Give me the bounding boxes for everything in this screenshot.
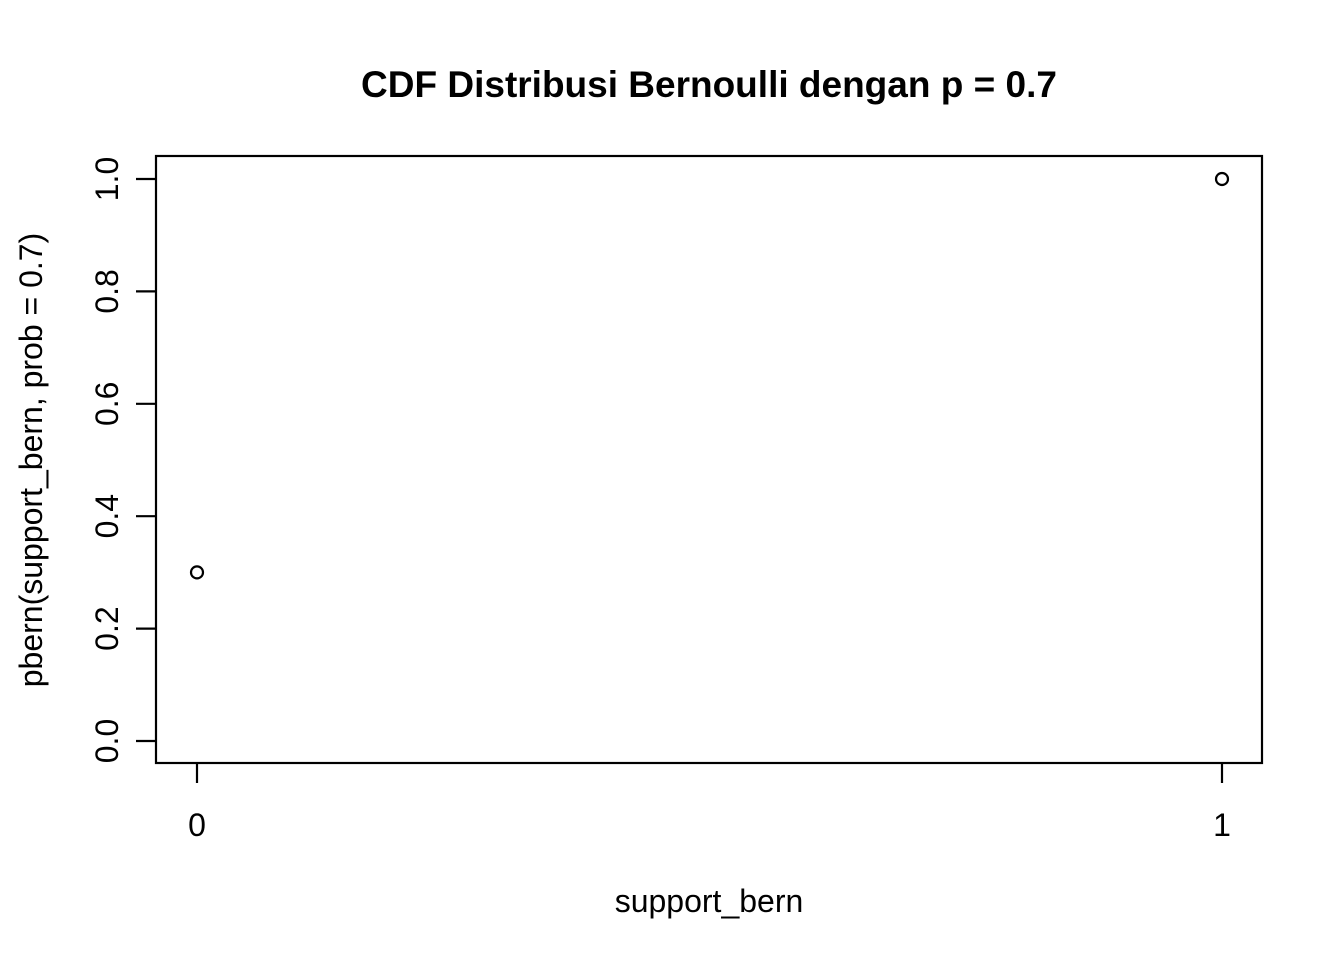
data-point-circle xyxy=(189,565,205,580)
x-tick-label: 1 xyxy=(1213,807,1231,843)
data-points xyxy=(189,171,1230,580)
y-tick-label: 0.0 xyxy=(89,719,125,763)
y-tick-label: 0.2 xyxy=(89,606,125,650)
data-point-circle xyxy=(1214,171,1230,187)
y-tick-label: 0.6 xyxy=(89,382,125,426)
y-axis-label: pbern(support_bern, prob = 0.7) xyxy=(13,233,49,688)
x-axis-label: support_bern xyxy=(615,883,804,919)
plot-title: CDF Distribusi Bernoulli dengan p = 0.7 xyxy=(361,64,1057,105)
x-tick-label: 0 xyxy=(188,807,206,843)
plot-box xyxy=(154,154,1264,765)
y-tick-label: 1.0 xyxy=(89,157,125,201)
y-axis: 0.0 0.2 0.4 0.6 0.8 1.0 xyxy=(89,157,156,763)
y-tick-label: 0.8 xyxy=(89,269,125,313)
y-tick-label: 0.4 xyxy=(89,494,125,538)
